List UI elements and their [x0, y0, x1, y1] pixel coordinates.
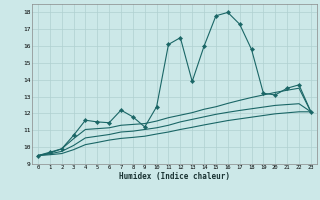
X-axis label: Humidex (Indice chaleur): Humidex (Indice chaleur) — [119, 172, 230, 181]
